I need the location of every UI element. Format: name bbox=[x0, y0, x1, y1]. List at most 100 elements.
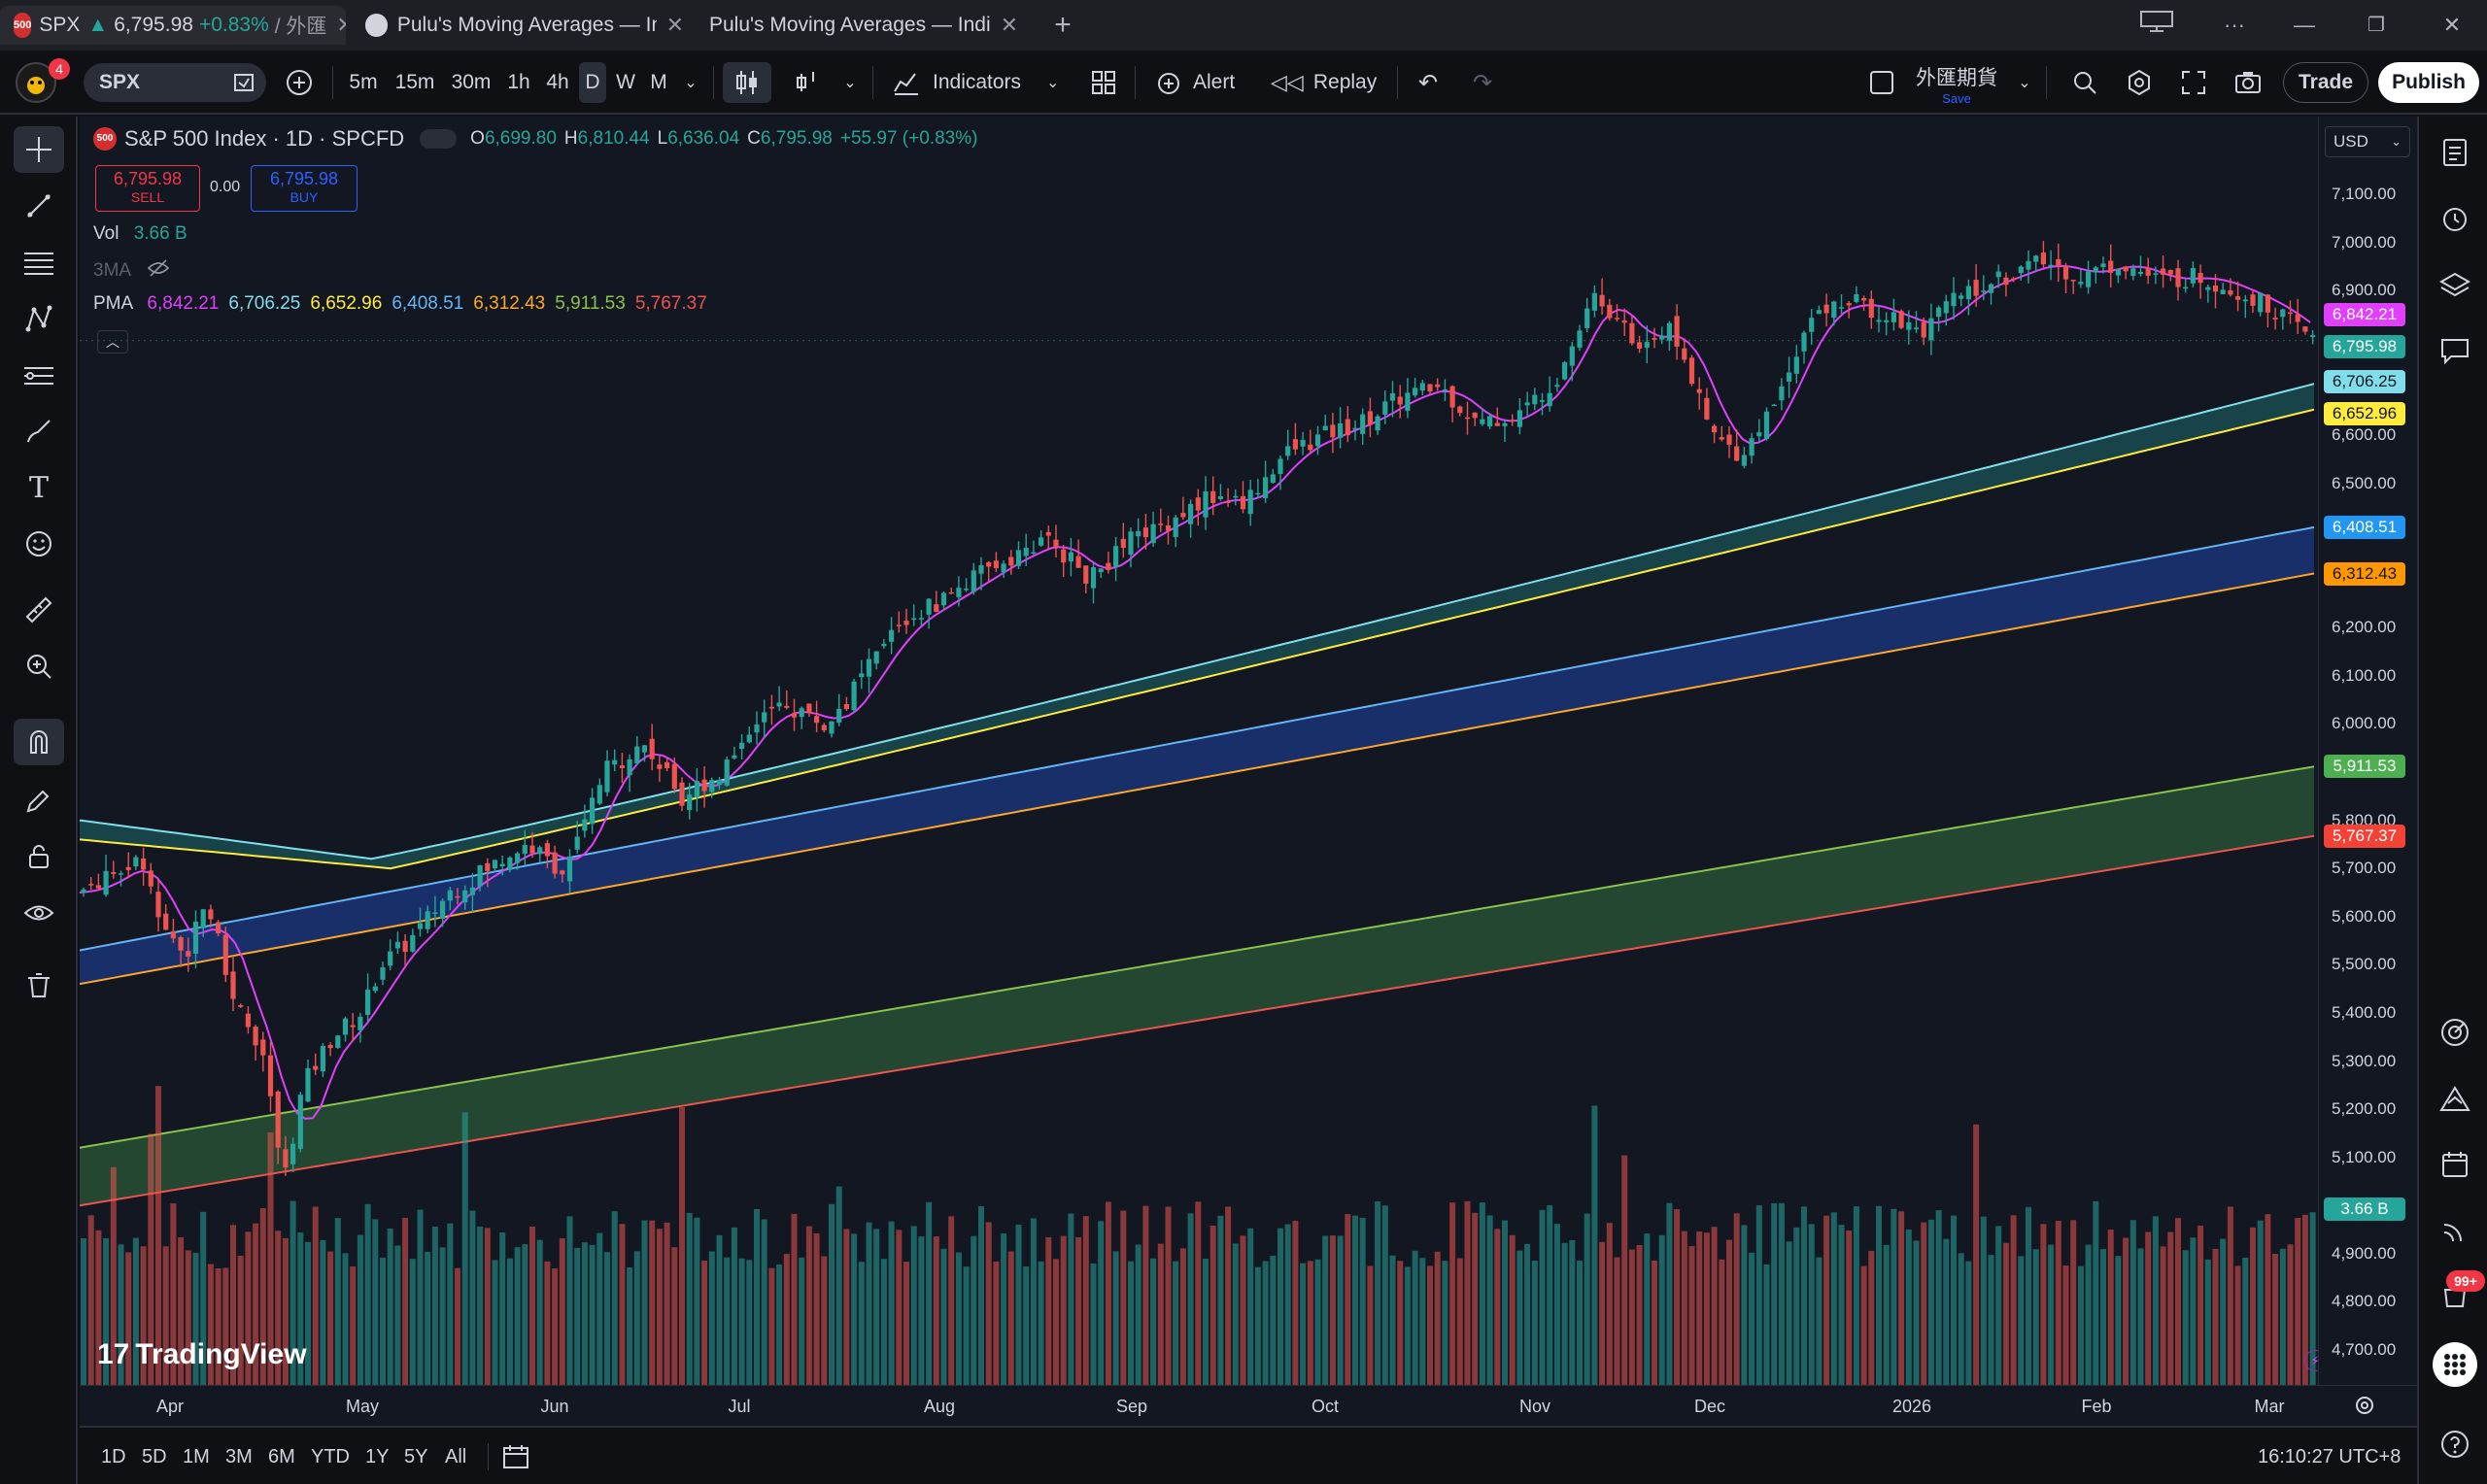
range-1y[interactable]: 1Y bbox=[365, 1445, 390, 1467]
trade-button[interactable]: Trade bbox=[2283, 62, 2368, 103]
interval-1h[interactable]: 1h bbox=[507, 71, 530, 93]
gear-icon[interactable] bbox=[2353, 1394, 2376, 1417]
new-tab-plus-icon[interactable]: + bbox=[1054, 9, 1072, 41]
ideas-icon[interactable] bbox=[2433, 1076, 2477, 1121]
tab-pulu-2[interactable]: Pulu's Moving Averages — Indicat ✕ bbox=[696, 6, 1032, 45]
trend-line-icon[interactable] bbox=[14, 183, 64, 229]
calendar-icon[interactable] bbox=[2433, 1142, 2477, 1187]
publish-button[interactable]: Publish bbox=[2378, 62, 2479, 103]
range-1d[interactable]: 1D bbox=[101, 1445, 126, 1467]
range-3m[interactable]: 3M bbox=[225, 1445, 253, 1467]
redo-icon[interactable]: ↷ bbox=[1472, 69, 1493, 96]
range-all[interactable]: All bbox=[445, 1445, 467, 1467]
volume-bar bbox=[2100, 1249, 2106, 1385]
bar-chart-icon[interactable] bbox=[787, 62, 826, 103]
volume-bar bbox=[185, 1250, 191, 1385]
interval-m[interactable]: M bbox=[650, 71, 667, 93]
time-axis[interactable] bbox=[80, 1385, 2417, 1426]
settings-gear-icon[interactable] bbox=[2120, 62, 2159, 103]
legend-volume[interactable]: Vol 3.66 B bbox=[93, 223, 187, 245]
tab-spx[interactable]: 500 SPX ▲ 6,795.98 +0.83% / 外匯 ✕ bbox=[0, 6, 346, 45]
horizontal-lines-icon[interactable] bbox=[14, 239, 64, 286]
lock-icon[interactable] bbox=[14, 833, 64, 880]
clock-time[interactable]: 16:10:27 UTC+8 bbox=[2258, 1445, 2402, 1467]
range-5d[interactable]: 5D bbox=[142, 1445, 167, 1467]
camera-snapshot-icon[interactable] bbox=[2229, 62, 2267, 103]
range-1m[interactable]: 1M bbox=[183, 1445, 210, 1467]
fullscreen-icon[interactable] bbox=[2174, 62, 2213, 103]
text-tool-icon[interactable]: T bbox=[28, 470, 49, 505]
price-chart[interactable] bbox=[80, 117, 2318, 1385]
interval-30m[interactable]: 30m bbox=[451, 71, 492, 93]
help-icon[interactable] bbox=[2433, 1422, 2477, 1467]
eye-icon[interactable] bbox=[14, 890, 64, 936]
hidden-eye-icon[interactable] bbox=[147, 258, 170, 284]
legend-title[interactable]: S&P 500 Index · 1D · SPCFD bbox=[124, 126, 405, 151]
minimize-icon[interactable]: — bbox=[2294, 13, 2315, 37]
restore-icon[interactable]: ❐ bbox=[2368, 15, 2385, 36]
candle-body bbox=[1779, 386, 1785, 401]
compare-add-icon[interactable] bbox=[282, 62, 317, 103]
trash-icon[interactable] bbox=[14, 961, 64, 1008]
watchlist-icon[interactable] bbox=[2433, 130, 2477, 175]
crosshair-icon[interactable] bbox=[14, 126, 64, 173]
interval-15m[interactable]: 15m bbox=[394, 71, 435, 93]
emoji-icon[interactable] bbox=[14, 521, 64, 567]
undo-icon[interactable]: ↶ bbox=[1417, 69, 1439, 96]
close-icon[interactable]: ✕ bbox=[1000, 13, 1018, 37]
collapse-legend-icon[interactable]: ︿ bbox=[97, 330, 128, 354]
interval-5m[interactable]: 5m bbox=[349, 71, 378, 93]
candles-chart-type-icon[interactable] bbox=[723, 62, 771, 103]
target-icon[interactable] bbox=[2433, 1010, 2477, 1055]
range-5y[interactable]: 5Y bbox=[404, 1445, 428, 1467]
volume-bar bbox=[1973, 1124, 1980, 1385]
signal-stream-icon[interactable] bbox=[2433, 1208, 2477, 1253]
tab-pulu-1[interactable]: Pulu's Moving Averages — Indi ✕ bbox=[352, 6, 698, 45]
layout-square-icon[interactable] bbox=[1865, 62, 1898, 103]
layout-grid-icon[interactable] bbox=[1084, 62, 1123, 103]
range-6m[interactable]: 6M bbox=[268, 1445, 295, 1467]
apps-grid-icon[interactable] bbox=[2433, 1342, 2477, 1387]
ruler-icon[interactable] bbox=[14, 587, 64, 633]
interval-4h[interactable]: 4h bbox=[546, 71, 569, 93]
chart-pane[interactable]: 500 S&P 500 Index · 1D · SPCFD O 6,699.8… bbox=[80, 117, 2326, 1385]
chevron-down-icon[interactable]: ⌄ bbox=[684, 75, 698, 91]
screens-icon[interactable] bbox=[2137, 10, 2176, 41]
interval-d[interactable]: D bbox=[579, 62, 606, 103]
indicators-button[interactable]: Indicators ⌄ bbox=[892, 62, 1067, 103]
zoom-in-icon[interactable] bbox=[14, 643, 64, 690]
chat-icon[interactable] bbox=[2433, 328, 2477, 373]
legend-pma[interactable]: PMA 6,842.21 6,706.25 6,652.96 6,408.51 6,31… bbox=[93, 293, 707, 315]
sell-button[interactable]: 6,795.98 SELL bbox=[95, 165, 200, 212]
prediction-measure-icon[interactable] bbox=[14, 352, 64, 398]
close-icon[interactable]: ✕ bbox=[665, 13, 684, 37]
volume-bar bbox=[791, 1213, 798, 1385]
candle-body bbox=[1846, 303, 1852, 306]
layers-icon[interactable] bbox=[2433, 262, 2477, 307]
window-close-icon[interactable]: ✕ bbox=[2442, 13, 2462, 37]
more-options-icon[interactable]: ··· bbox=[2224, 13, 2245, 37]
chevron-down-icon[interactable]: ⌄ bbox=[843, 75, 857, 91]
magnet-icon[interactable] bbox=[14, 719, 64, 765]
buy-button[interactable]: 6,795.98 BUY bbox=[251, 165, 358, 212]
replay-button[interactable]: ◁◁ Replay bbox=[1271, 62, 1383, 103]
pencil-lock-icon[interactable] bbox=[14, 777, 64, 824]
range-ytd[interactable]: YTD bbox=[311, 1445, 350, 1467]
brush-icon[interactable] bbox=[14, 408, 64, 455]
interval-w[interactable]: W bbox=[616, 71, 635, 93]
close-icon[interactable]: ✕ bbox=[336, 13, 346, 37]
legend-3ma[interactable]: 3MA bbox=[93, 258, 170, 284]
tradingview-watermark[interactable]: 17 TradingView bbox=[97, 1338, 307, 1371]
currency-select[interactable]: USD ⌄ bbox=[2325, 126, 2410, 157]
alert-button[interactable]: Alert bbox=[1154, 62, 1251, 103]
market-status-icon[interactable] bbox=[420, 129, 458, 149]
alerts-clock-icon[interactable] bbox=[2433, 196, 2477, 241]
pattern-tool-icon[interactable] bbox=[14, 295, 64, 342]
candle-body bbox=[2062, 266, 2069, 280]
layout-name-save[interactable]: 外匯期貨 Save bbox=[1914, 62, 1999, 106]
goto-date-icon[interactable] bbox=[501, 1441, 530, 1472]
price-scale[interactable]: USD ⌄ bbox=[2318, 117, 2417, 1385]
quick-search-icon[interactable] bbox=[2065, 62, 2104, 103]
chevron-down-icon[interactable]: ⌄ bbox=[2018, 75, 2031, 91]
symbol-search[interactable]: SPX bbox=[84, 63, 266, 102]
